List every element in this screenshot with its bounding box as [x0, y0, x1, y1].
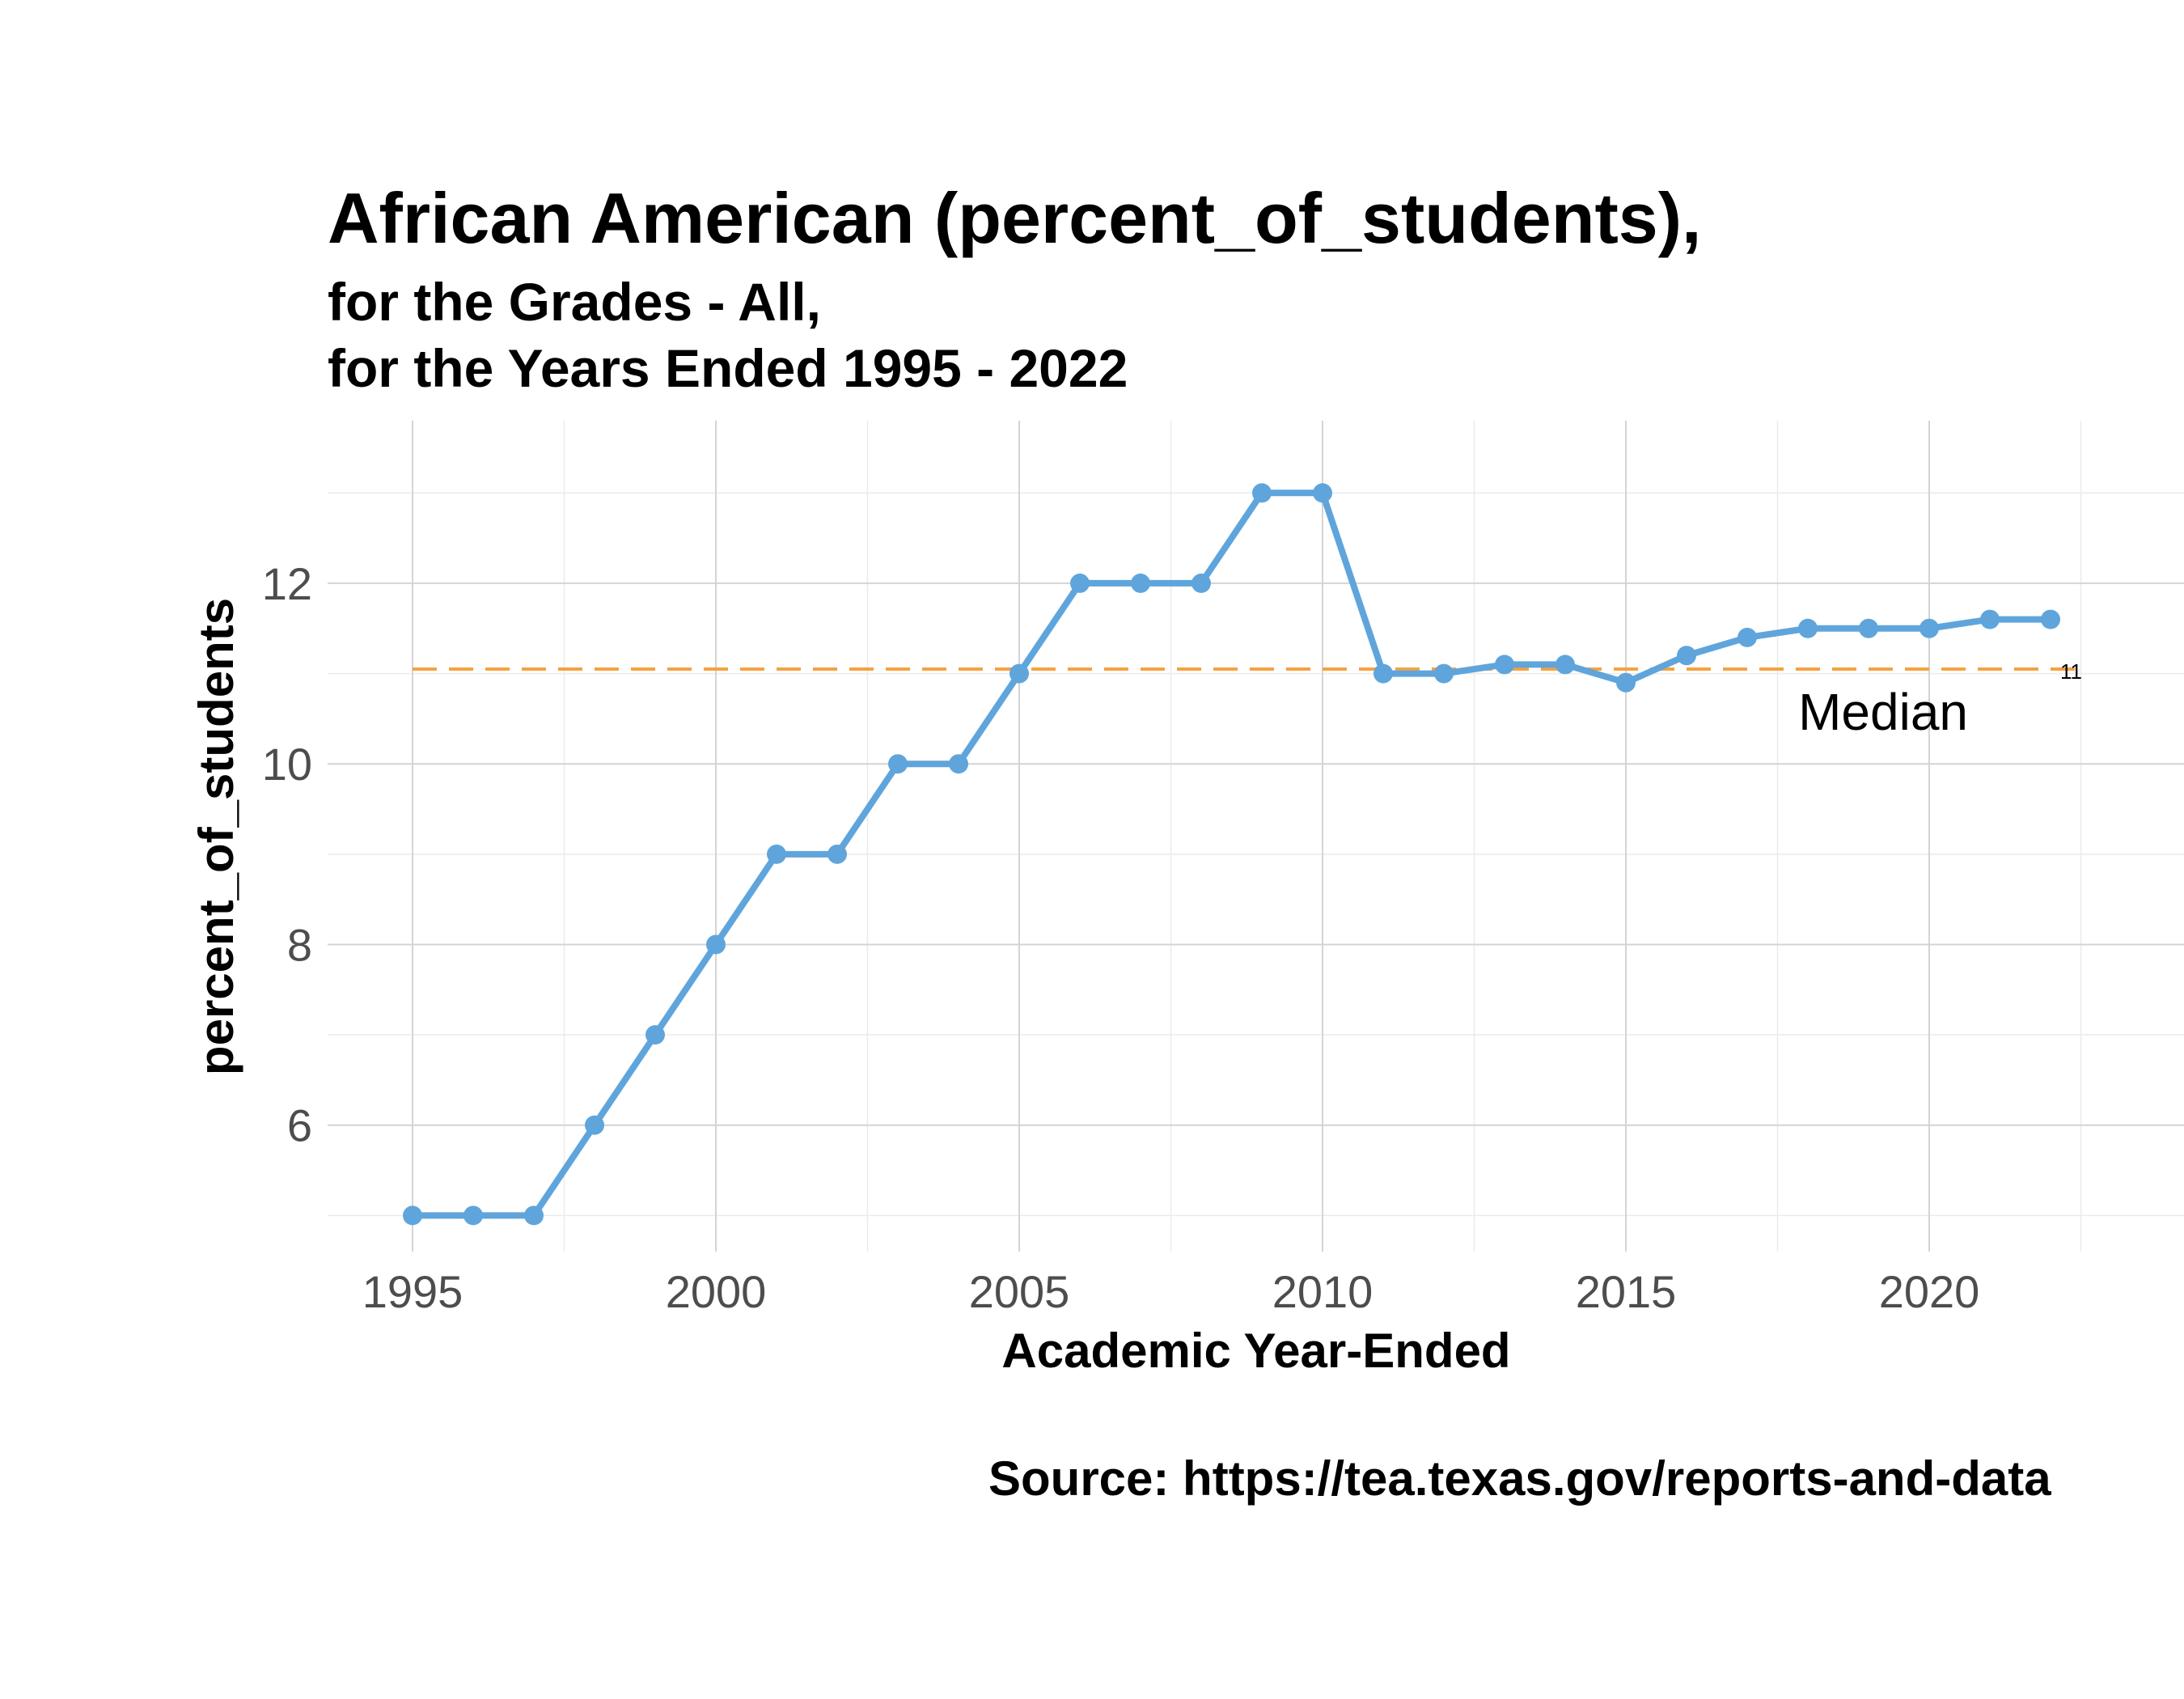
x-tick-label: 2015 [1576, 1266, 1677, 1317]
data-point [1252, 483, 1272, 503]
x-tick-label: 2005 [969, 1266, 1070, 1317]
data-point [463, 1205, 483, 1226]
data-point [827, 844, 847, 864]
series-line [413, 489, 2051, 1219]
data-point [524, 1205, 544, 1226]
x-tick-label: 2010 [1272, 1266, 1373, 1317]
data-point [2041, 609, 2060, 629]
y-tick-label: 10 [262, 739, 312, 790]
data-point [1555, 655, 1575, 675]
y-axis-ticks: 6 8 10 12 [262, 558, 312, 1151]
x-tick-label: 2000 [666, 1266, 767, 1317]
data-point [1191, 573, 1211, 593]
data-point [1919, 618, 1939, 638]
data-point [1373, 663, 1393, 684]
x-tick-label: 1995 [362, 1266, 463, 1317]
median-label: Median [1798, 683, 1968, 741]
data-point [585, 1115, 604, 1135]
data-point [1616, 672, 1636, 693]
x-axis-title: Academic Year-Ended [1001, 1324, 1510, 1378]
median-value-label: 11 [2060, 659, 2082, 684]
data-point [1737, 627, 1757, 647]
data-point [949, 754, 968, 774]
data-point [1859, 618, 1878, 638]
source-caption: Source: https://tea.texas.gov/reports-an… [988, 1451, 2051, 1506]
major-gridlines [328, 421, 2184, 1252]
series-points [403, 483, 2060, 1226]
chart-subtitle-line-1: for the Grades - All, [328, 272, 821, 332]
data-point [1070, 573, 1090, 593]
data-point [1131, 573, 1150, 593]
data-point [1798, 618, 1818, 638]
x-axis-ticks: 1995 2000 2005 2010 2015 2020 [362, 1266, 1980, 1317]
data-point [1495, 655, 1514, 675]
data-point [706, 934, 726, 955]
y-tick-label: 12 [262, 558, 312, 609]
data-point [1677, 646, 1696, 666]
data-point [888, 754, 908, 774]
data-point [645, 1025, 665, 1045]
data-point [767, 844, 786, 864]
chart-subtitle-line-2: for the Years Ended 1995 - 2022 [328, 338, 1128, 398]
data-point [1980, 609, 2000, 629]
chart-title: African American (percent_of_students), [328, 178, 1701, 258]
data-point [1009, 663, 1029, 684]
minor-gridlines [328, 421, 2184, 1252]
data-point [403, 1205, 422, 1226]
y-axis-title: percent_of_students [189, 598, 243, 1075]
y-tick-label: 8 [287, 919, 312, 970]
data-point [1434, 663, 1454, 684]
x-tick-label: 2020 [1879, 1266, 1980, 1317]
data-point [1313, 483, 1332, 503]
y-tick-label: 6 [287, 1100, 312, 1151]
